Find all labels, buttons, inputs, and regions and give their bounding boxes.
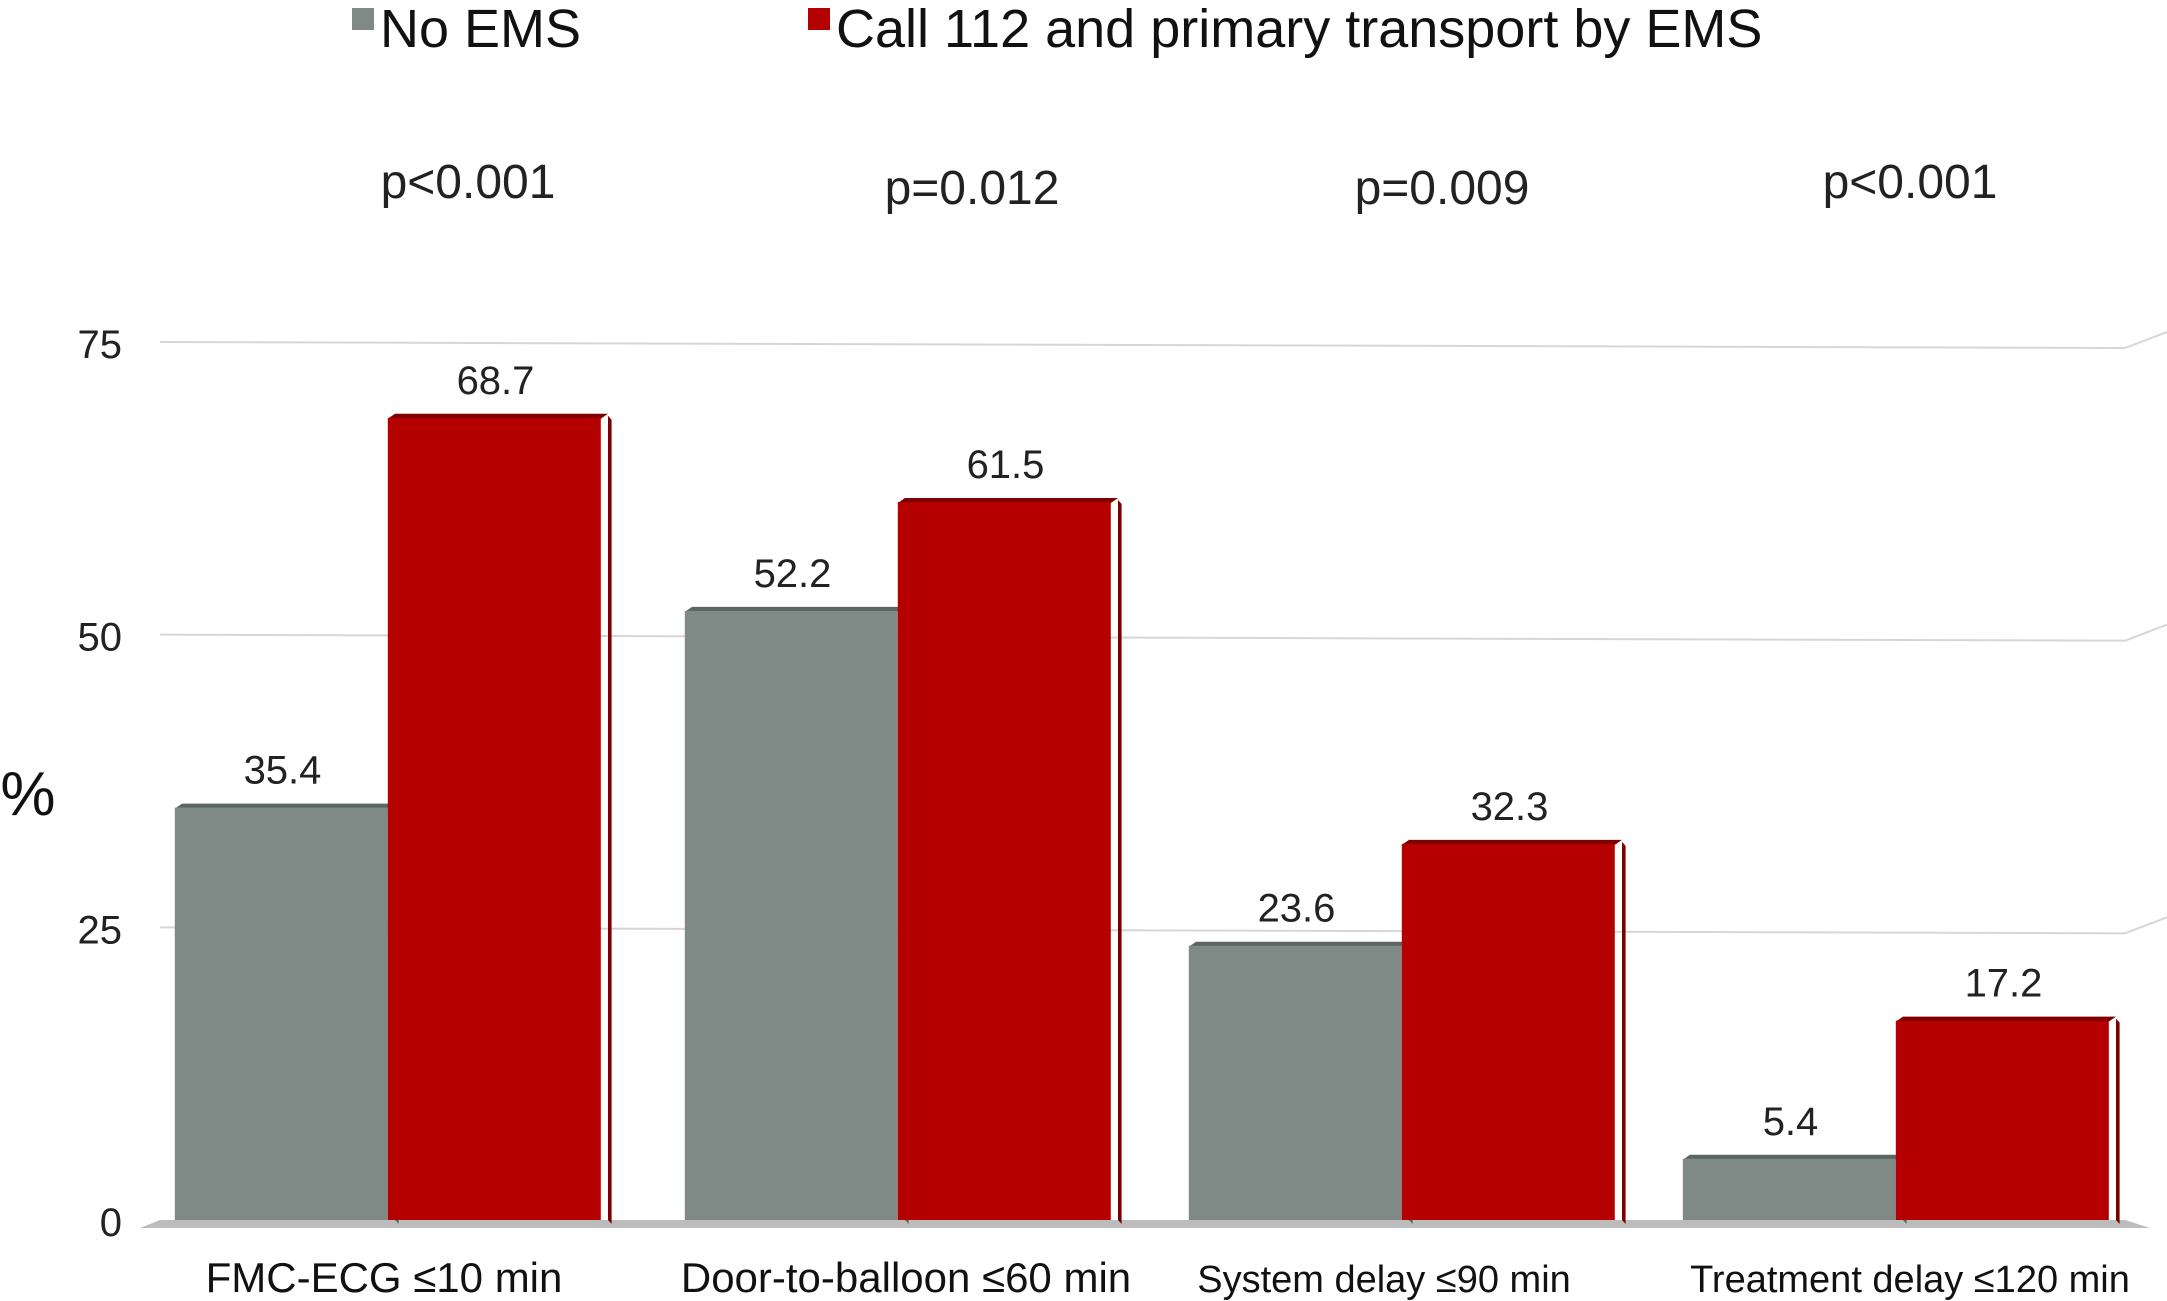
x-tick-label: System delay ≤90 min bbox=[1197, 1259, 1571, 1301]
bar-side bbox=[1118, 500, 1122, 1224]
legend-label-ems: Call 112 and primary transport by EMS bbox=[836, 0, 1763, 59]
value-label: 17.2 bbox=[1965, 962, 2043, 1006]
value-label: 68.7 bbox=[457, 359, 535, 403]
y-axis-ticks: 0 25 50 75 bbox=[78, 323, 123, 1245]
bar-ems-3[interactable] bbox=[1401, 843, 1615, 1220]
legend-item-ems[interactable]: Call 112 and primary transport by EMS bbox=[808, 2, 1762, 56]
bars bbox=[174, 413, 2120, 1224]
gridline bbox=[159, 341, 2126, 349]
y-tick-label: 0 bbox=[100, 1201, 122, 1245]
p-value: p=0.012 bbox=[885, 162, 1060, 215]
value-label: 35.4 bbox=[244, 749, 322, 793]
chart-floor bbox=[140, 1220, 2150, 1228]
bar-ems-1[interactable] bbox=[387, 417, 601, 1220]
bar-top bbox=[684, 606, 905, 612]
gridline-edge bbox=[2124, 916, 2167, 935]
y-axis-label: % bbox=[0, 760, 55, 829]
y-tick-label: 75 bbox=[78, 323, 123, 367]
x-axis-labels: FMC-ECG ≤10 min Door-to-balloon ≤60 min Sy… bbox=[206, 1254, 2130, 1301]
p-value: p<0.001 bbox=[1823, 156, 1998, 209]
bar-side bbox=[608, 415, 612, 1224]
value-label: 5.4 bbox=[1763, 1100, 1819, 1144]
bar-top bbox=[387, 413, 608, 419]
bar-ems-4[interactable] bbox=[1895, 1020, 2109, 1220]
bar-no-ems-3[interactable] bbox=[1188, 945, 1402, 1220]
legend-label-no-ems: No EMS bbox=[380, 0, 582, 59]
x-tick-label: Door-to-balloon ≤60 min bbox=[681, 1254, 1131, 1301]
bar-no-ems-1[interactable] bbox=[174, 807, 388, 1220]
legend-swatch-no-ems bbox=[352, 8, 374, 30]
x-tick-label: Treatment delay ≤120 min bbox=[1690, 1259, 2130, 1301]
floor-plane bbox=[140, 1220, 2150, 1228]
value-label: 23.6 bbox=[1258, 887, 1336, 931]
p-value: p=0.009 bbox=[1355, 162, 1530, 215]
legend: No EMS Call 112 and primary transport by… bbox=[0, 0, 2167, 70]
bar-top bbox=[1895, 1016, 2116, 1022]
bar-side bbox=[1622, 841, 1626, 1224]
legend-item-no-ems[interactable]: No EMS bbox=[352, 2, 581, 56]
legend-swatch-ems bbox=[808, 8, 830, 30]
bar-ems-2[interactable] bbox=[897, 502, 1111, 1220]
x-tick-label: FMC-ECG ≤10 min bbox=[206, 1254, 563, 1301]
bar-top bbox=[1401, 839, 1622, 845]
value-labels: 35.4 68.7 52.2 61.5 23.6 32.3 5.4 17.2 bbox=[244, 359, 2043, 1144]
bar-top bbox=[174, 803, 395, 809]
value-label: 61.5 bbox=[967, 443, 1045, 487]
p-value: p<0.001 bbox=[381, 156, 556, 209]
bar-no-ems-4[interactable] bbox=[1682, 1158, 1896, 1220]
gridline-edge bbox=[2124, 623, 2167, 642]
bar-top bbox=[1188, 941, 1409, 947]
y-tick-label: 25 bbox=[78, 908, 123, 952]
value-label: 32.3 bbox=[1471, 785, 1549, 829]
bar-top bbox=[1682, 1154, 1903, 1160]
y-tick-label: 50 bbox=[78, 616, 123, 660]
bar-no-ems-2[interactable] bbox=[684, 610, 898, 1220]
value-label: 52.2 bbox=[754, 552, 832, 596]
gridline-edge bbox=[2124, 331, 2167, 349]
bar-top bbox=[897, 498, 1118, 504]
p-value-annotations: p<0.001 p=0.012 p=0.009 p<0.001 bbox=[381, 156, 1998, 215]
bar-side bbox=[2116, 1018, 2120, 1224]
